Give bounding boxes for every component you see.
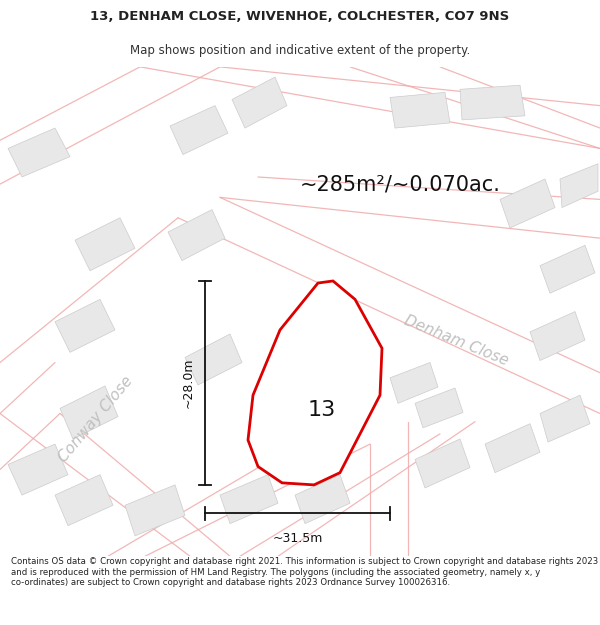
Polygon shape — [415, 388, 463, 428]
Polygon shape — [295, 475, 350, 524]
Text: ~285m²/~0.070ac.: ~285m²/~0.070ac. — [300, 174, 501, 194]
Polygon shape — [168, 209, 225, 261]
Polygon shape — [390, 92, 450, 128]
Polygon shape — [125, 485, 185, 536]
Text: Conway Close: Conway Close — [56, 373, 136, 465]
Polygon shape — [500, 179, 555, 228]
Text: Map shows position and indicative extent of the property.: Map shows position and indicative extent… — [130, 44, 470, 57]
Polygon shape — [170, 106, 228, 154]
Text: 13, DENHAM CLOSE, WIVENHOE, COLCHESTER, CO7 9NS: 13, DENHAM CLOSE, WIVENHOE, COLCHESTER, … — [91, 10, 509, 23]
Polygon shape — [8, 128, 70, 177]
Polygon shape — [185, 334, 242, 385]
Polygon shape — [75, 217, 135, 271]
Text: ~31.5m: ~31.5m — [272, 532, 323, 545]
Polygon shape — [485, 424, 540, 472]
Polygon shape — [530, 311, 585, 361]
Polygon shape — [55, 299, 115, 352]
Text: Contains OS data © Crown copyright and database right 2021. This information is : Contains OS data © Crown copyright and d… — [11, 558, 598, 588]
Text: ~28.0m: ~28.0m — [182, 357, 195, 408]
Polygon shape — [460, 85, 525, 120]
Text: 13: 13 — [308, 400, 336, 420]
Polygon shape — [540, 245, 595, 293]
Polygon shape — [8, 444, 68, 495]
Polygon shape — [248, 281, 382, 485]
Polygon shape — [415, 439, 470, 488]
Polygon shape — [390, 362, 438, 403]
Polygon shape — [60, 386, 118, 439]
Polygon shape — [560, 164, 598, 208]
Polygon shape — [55, 475, 113, 526]
Polygon shape — [540, 395, 590, 442]
Polygon shape — [220, 475, 278, 524]
Text: Denham Close: Denham Close — [401, 313, 511, 369]
Polygon shape — [232, 77, 287, 128]
